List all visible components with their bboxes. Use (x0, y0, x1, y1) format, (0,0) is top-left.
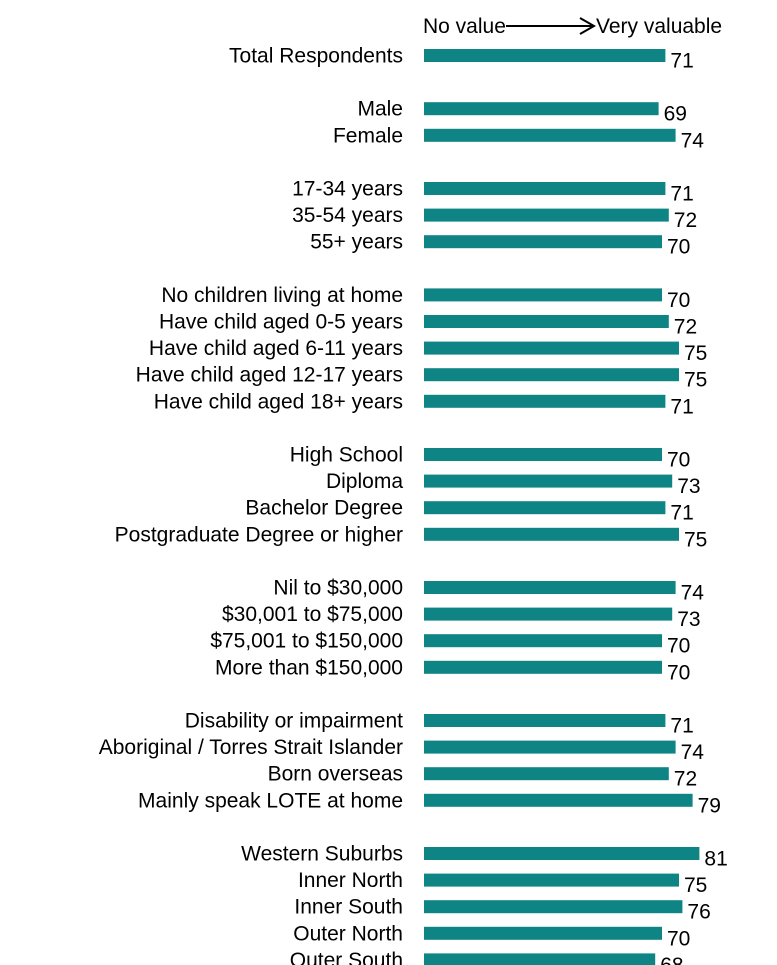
category-label: Total Respondents (229, 45, 403, 68)
value-label: 74 (681, 741, 705, 764)
bar (424, 900, 683, 914)
category-label: More than $150,000 (215, 656, 403, 679)
value-label: 71 (670, 183, 693, 206)
bar (424, 394, 666, 408)
value-label: 81 (704, 848, 727, 871)
category-label: Disability or impairment (185, 710, 403, 733)
category-label: $30,001 to $75,000 (222, 603, 403, 626)
category-label: Outer South (290, 949, 403, 965)
category-label: No children living at home (161, 284, 403, 307)
bar (424, 740, 676, 754)
bar (424, 208, 669, 222)
bar (424, 607, 673, 621)
value-label: 69 (664, 103, 687, 126)
value-label: 73 (677, 608, 700, 631)
value-label: 71 (670, 50, 693, 73)
category-label: 17-34 years (292, 178, 403, 201)
value-label: 75 (684, 528, 707, 551)
value-label: 76 (687, 901, 710, 924)
value-label: 72 (674, 209, 697, 232)
value-label: 79 (698, 794, 721, 817)
value-label: 68 (660, 954, 683, 965)
value-label: 75 (684, 874, 707, 897)
bar (424, 448, 662, 461)
category-label: Postgraduate Degree or higher (115, 523, 403, 546)
value-label: 70 (667, 236, 690, 259)
value-label: 73 (677, 475, 700, 498)
category-label: 35-54 years (292, 204, 403, 227)
bar (424, 368, 679, 382)
bar (424, 847, 700, 860)
bar (424, 49, 666, 62)
value-label: 71 (670, 395, 693, 418)
category-label: Outer North (293, 922, 403, 945)
bar (424, 474, 673, 488)
category-label: Aboriginal / Torres Strait Islander (99, 736, 403, 759)
category-label: $75,001 to $150,000 (210, 630, 403, 653)
category-label: High School (290, 444, 403, 467)
chart-rows: Total Respondents 71 Male 69 Female 74 17-34 y… (99, 45, 728, 965)
category-label: Bachelor Degree (245, 497, 403, 520)
value-label: 70 (667, 927, 690, 950)
bar (424, 793, 693, 807)
bar (424, 714, 666, 727)
value-label: 72 (674, 316, 697, 339)
category-label: Inner North (298, 869, 403, 892)
value-label: 70 (667, 449, 690, 472)
value-label: 71 (670, 502, 693, 525)
arrow-right-icon (506, 17, 597, 35)
bar (424, 873, 679, 887)
category-label: Have child aged 0-5 years (159, 311, 403, 334)
category-label: Have child aged 18+ years (154, 390, 403, 413)
bar (424, 341, 679, 355)
category-label: Inner South (294, 896, 403, 919)
bar (424, 288, 662, 302)
category-label: 55+ years (310, 231, 403, 254)
category-label: Nil to $30,000 (273, 577, 403, 600)
bar (424, 527, 679, 541)
value-label: 70 (667, 635, 690, 658)
bar (424, 767, 669, 781)
bar (424, 128, 676, 142)
bar (424, 235, 662, 249)
bar (424, 501, 666, 515)
category-label: Born overseas (268, 763, 403, 786)
category-label: Have child aged 12-17 years (136, 364, 403, 387)
category-label: Diploma (326, 470, 403, 493)
value-label: 75 (684, 369, 707, 392)
bar (424, 581, 676, 594)
category-label: Mainly speak LOTE at home (138, 789, 403, 812)
value-label: 71 (670, 715, 693, 738)
bar (424, 182, 666, 195)
bar (424, 660, 662, 674)
category-label: Female (333, 124, 403, 147)
header-left-label: No value (423, 15, 506, 38)
value-label: 74 (681, 582, 705, 605)
value-label: 75 (684, 342, 707, 365)
chart-header: No value Very valuable (423, 15, 722, 38)
value-label: 70 (667, 661, 690, 684)
value-label: 70 (667, 289, 690, 312)
bar (424, 315, 669, 328)
header-right-label: Very valuable (596, 15, 722, 38)
value-label: 74 (681, 129, 705, 152)
bar (424, 102, 659, 116)
category-label: Male (357, 98, 403, 121)
bar (424, 953, 656, 965)
category-label: Western Suburbs (241, 843, 403, 866)
bar (424, 634, 662, 648)
bar (424, 926, 662, 940)
value-label: 72 (674, 768, 697, 791)
category-label: Have child aged 6-11 years (149, 337, 403, 360)
